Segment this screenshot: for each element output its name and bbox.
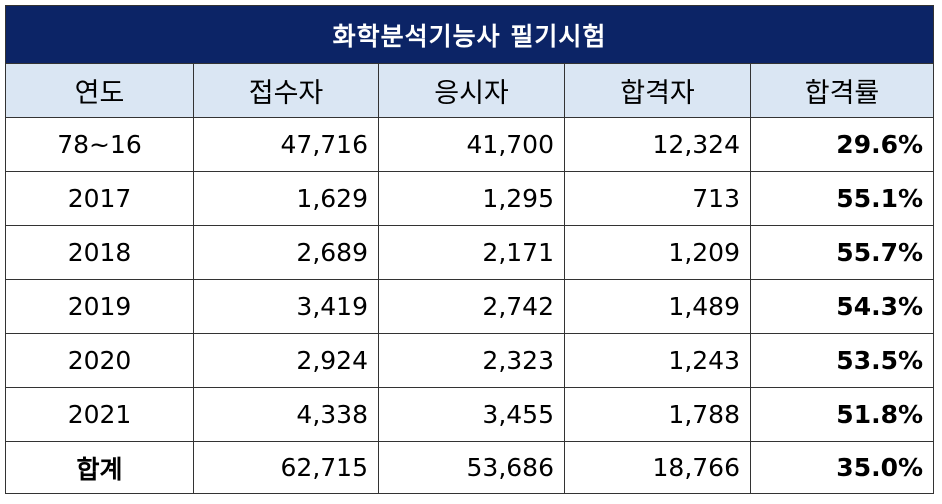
- total-row: 합계 62,715 53,686 18,766 35.0%: [5, 441, 935, 494]
- cell-applicants: 47,716: [193, 117, 379, 172]
- table-row: 2020 2,924 2,323 1,243 53.5%: [5, 333, 935, 388]
- cell-year: 2021: [5, 387, 194, 442]
- cell-passers: 1,788: [564, 387, 751, 442]
- title-row: 화학분석기능사 필기시험: [4, 5, 935, 64]
- cell-pass-rate: 51.8%: [749, 387, 935, 442]
- cell-examinees: 3,455: [378, 387, 565, 442]
- table-row: 2019 3,419 2,742 1,489 54.3%: [5, 279, 935, 334]
- header-pass-rate: 합격률: [749, 63, 935, 118]
- cell-passers: 1,243: [564, 333, 751, 388]
- cell-year: 2018: [5, 225, 194, 280]
- total-passers: 18,766: [564, 441, 751, 494]
- total-label: 합계: [5, 441, 194, 494]
- cell-passers: 713: [564, 171, 751, 226]
- exam-statistics-table: 화학분석기능사 필기시험 연도 접수자 응시자 합격자 합격률 78~16 47…: [4, 5, 935, 494]
- cell-examinees: 2,742: [378, 279, 565, 334]
- cell-pass-rate: 55.1%: [749, 171, 935, 226]
- header-year: 연도: [5, 63, 194, 118]
- cell-examinees: 2,171: [378, 225, 565, 280]
- cell-year: 2020: [5, 333, 194, 388]
- table-row: 2018 2,689 2,171 1,209 55.7%: [5, 225, 935, 280]
- cell-pass-rate: 54.3%: [749, 279, 935, 334]
- cell-passers: 1,489: [564, 279, 751, 334]
- total-applicants: 62,715: [193, 441, 379, 494]
- cell-pass-rate: 53.5%: [749, 333, 935, 388]
- table-row: 2021 4,338 3,455 1,788 51.8%: [5, 387, 935, 442]
- header-applicants: 접수자: [193, 63, 379, 118]
- table-title: 화학분석기능사 필기시험: [4, 5, 935, 64]
- table-row: 78~16 47,716 41,700 12,324 29.6%: [5, 117, 935, 172]
- cell-applicants: 1,629: [193, 171, 379, 226]
- cell-examinees: 41,700: [378, 117, 565, 172]
- table-row: 2017 1,629 1,295 713 55.1%: [5, 171, 935, 226]
- cell-pass-rate: 29.6%: [749, 117, 935, 172]
- cell-year: 78~16: [5, 117, 194, 172]
- cell-passers: 12,324: [564, 117, 751, 172]
- total-examinees: 53,686: [378, 441, 565, 494]
- cell-applicants: 2,689: [193, 225, 379, 280]
- header-examinees: 응시자: [378, 63, 565, 118]
- cell-pass-rate: 55.7%: [749, 225, 935, 280]
- cell-applicants: 4,338: [193, 387, 379, 442]
- cell-applicants: 2,924: [193, 333, 379, 388]
- cell-year: 2019: [5, 279, 194, 334]
- cell-examinees: 2,323: [378, 333, 565, 388]
- exam-statistics-sheet: 화학분석기능사 필기시험 연도 접수자 응시자 합격자 합격률 78~16 47…: [4, 5, 935, 494]
- total-pass-rate: 35.0%: [749, 441, 935, 494]
- header-passers: 합격자: [564, 63, 751, 118]
- cell-year: 2017: [5, 171, 194, 226]
- cell-examinees: 1,295: [378, 171, 565, 226]
- cell-passers: 1,209: [564, 225, 751, 280]
- cell-applicants: 3,419: [193, 279, 379, 334]
- header-row: 연도 접수자 응시자 합격자 합격률: [5, 63, 935, 118]
